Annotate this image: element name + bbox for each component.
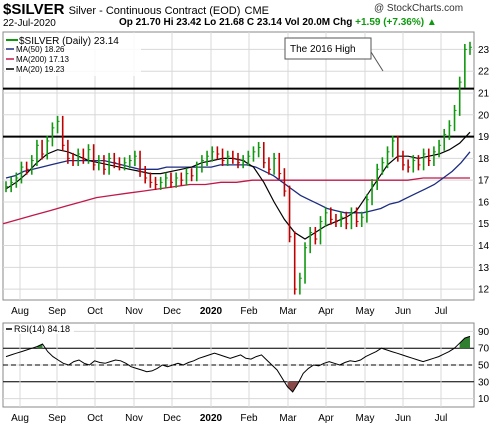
horizontal-lines bbox=[3, 87, 474, 138]
rsi-line bbox=[5, 335, 471, 393]
price-x-tick: Feb bbox=[240, 306, 258, 317]
price-y-tick: 20 bbox=[478, 110, 490, 121]
annotation-pointer bbox=[370, 51, 384, 72]
rsi-x-tick: May bbox=[356, 413, 375, 424]
price-y-tick: 18 bbox=[478, 154, 490, 165]
rsi-y-tick: 50 bbox=[478, 361, 490, 372]
price-x-tick: Aug bbox=[11, 306, 29, 317]
price-y-tick: 16 bbox=[478, 197, 490, 208]
legend-price-label: $SILVER (Daily) 23.14 bbox=[19, 36, 119, 47]
rsi-x-axis: Aug Sep Oct Nov Dec 2020 Feb Mar Apr May Jun Jul bbox=[11, 413, 447, 424]
rsi-y-tick: 10 bbox=[478, 394, 490, 405]
price-x-tick: Apr bbox=[318, 306, 334, 317]
price-x-axis: Aug Sep Oct Nov Dec 2020 Feb Mar Apr May Jun Jul bbox=[11, 306, 447, 317]
quote-summary: Op 21.70 Hi 23.42 Lo 21.68 C 23.14 Vol 2… bbox=[119, 17, 437, 28]
stockcharts-credit: @ StockCharts.com bbox=[374, 3, 464, 14]
rsi-series-group bbox=[5, 335, 471, 393]
chart-description: Silver - Continuous Contract (EOD) bbox=[68, 5, 241, 17]
rsi-x-tick: 2020 bbox=[200, 413, 223, 424]
rsi-x-tick: Dec bbox=[163, 413, 181, 424]
rsi-y-axis: 10 30 50 70 90 bbox=[478, 327, 490, 405]
price-x-tick: May bbox=[356, 306, 375, 317]
rsi-x-tick: Aug bbox=[11, 413, 29, 424]
chart-symbol-title: $SILVER Silver - Continuous Contract (EO… bbox=[3, 1, 269, 18]
annotation-2016-high: The 2016 High bbox=[284, 37, 384, 72]
price-x-tick: Mar bbox=[279, 306, 297, 317]
rsi-y-tick: 90 bbox=[478, 327, 490, 338]
price-y-tick: 12 bbox=[478, 285, 490, 296]
price-x-tick: Jun bbox=[395, 306, 411, 317]
rsi-grid bbox=[3, 323, 474, 407]
price-legend: $SILVER (Daily) 23.14 MA(50) 18.26 MA(20… bbox=[5, 33, 141, 76]
price-x-tick: Jul bbox=[435, 306, 448, 317]
price-y-tick: 15 bbox=[478, 219, 490, 230]
rsi-x-tick: Sep bbox=[48, 413, 66, 424]
legend-ma50-label: MA(50) 18.26 bbox=[16, 45, 65, 54]
price-series-group bbox=[2, 41, 472, 295]
price-y-axis: 12 13 14 15 16 17 18 19 20 21 22 23 bbox=[478, 45, 490, 296]
price-x-tick: Oct bbox=[87, 306, 103, 317]
price-x-tick: Sep bbox=[48, 306, 66, 317]
ma200-line bbox=[2, 177, 470, 225]
rsi-x-tick: Apr bbox=[318, 413, 334, 424]
rsi-x-tick: Jul bbox=[435, 413, 448, 424]
price-y-tick: 13 bbox=[478, 263, 490, 274]
price-y-tick: 17 bbox=[478, 176, 490, 187]
rsi-y-tick: 30 bbox=[478, 377, 490, 388]
rsi-overbought-fill bbox=[459, 336, 470, 349]
rsi-y-tick: 70 bbox=[478, 344, 490, 355]
price-y-tick: 23 bbox=[478, 45, 490, 56]
rsi-x-tick: Nov bbox=[125, 413, 143, 424]
rsi-x-tick: Jun bbox=[395, 413, 411, 424]
price-y-tick: 14 bbox=[478, 241, 490, 252]
price-x-tick: Nov bbox=[125, 306, 143, 317]
annotation-text: The 2016 High bbox=[290, 44, 356, 55]
price-y-tick: 19 bbox=[478, 132, 490, 143]
price-x-tick: 2020 bbox=[200, 306, 223, 317]
rsi-x-tick: Feb bbox=[240, 413, 258, 424]
rsi-x-tick: Mar bbox=[279, 413, 297, 424]
rsi-legend-label: RSI(14) 84.18 bbox=[14, 324, 70, 334]
legend-ma20-label: MA(20) 19.23 bbox=[16, 65, 65, 74]
price-x-tick: Dec bbox=[163, 306, 181, 317]
quote-date: 22-Jul-2020 bbox=[3, 18, 56, 29]
rsi-x-tick: Oct bbox=[87, 413, 103, 424]
legend-ma200-label: MA(200) 17.13 bbox=[16, 55, 69, 64]
rsi-oversold-fill bbox=[287, 381, 298, 392]
price-y-tick: 21 bbox=[478, 89, 490, 100]
price-y-tick: 22 bbox=[478, 67, 490, 78]
up-arrow-icon: ▲ bbox=[426, 17, 437, 28]
chart-exchange: CME bbox=[244, 5, 269, 17]
